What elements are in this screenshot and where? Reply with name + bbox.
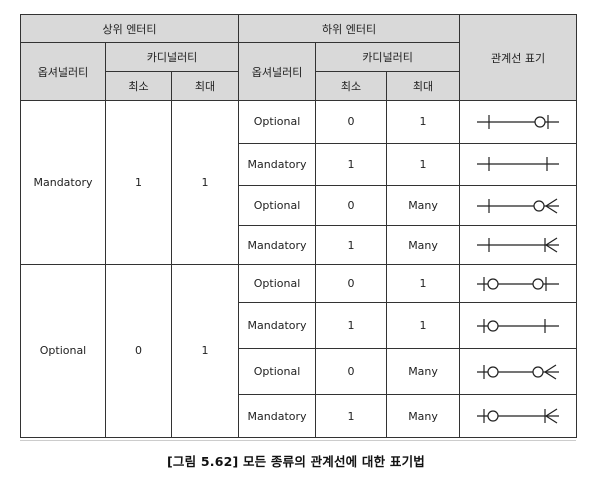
notation-cell [459,142,578,186]
child-max-cell: Many [386,184,461,227]
child-max-cell: Many [386,394,461,438]
child-entity-header: 하위 엔터티 [238,13,461,44]
child-optionality-cell: Mandatory [238,302,317,349]
child-max-cell: 1 [386,302,461,349]
notation-cell [459,225,578,265]
child-cardinality-header: 카디널러티 [315,42,461,72]
mandatory-one-to-optional-many-icon [477,198,560,214]
optional-one-to-mandatory-one-icon [477,318,560,333]
parent-min-cell: 1 [105,100,172,265]
child-min-cell: 1 [315,302,388,349]
child-optionality-cell: Mandatory [238,225,317,265]
child-min-cell: 1 [315,394,388,438]
mandatory-one-to-mandatory-one-icon [477,157,560,172]
child-max-header: 최대 [386,70,461,102]
parent-max-cell: 1 [170,263,240,439]
child-optionality-cell: Optional [238,100,317,144]
parent-max-cell: 1 [170,100,240,265]
mandatory-one-to-mandatory-many-icon [477,237,560,253]
child-optionality-cell: Optional [238,184,317,227]
optional-one-to-mandatory-many-icon [477,408,560,424]
caption-divider [20,440,576,441]
parent-cardinality-header: 카디널러티 [104,42,240,72]
notation-cell [459,394,578,438]
parent-optionality-cell: Mandatory [20,100,106,265]
figure-caption: [그림 5.62] 모든 종류의 관계선에 대한 표기법 [167,454,425,469]
child-min-cell: 0 [315,263,388,304]
notation-cell [459,347,578,396]
child-min-cell: 0 [315,184,388,227]
parent-min-header: 최소 [105,70,172,102]
parent-optionality-cell: Optional [20,263,106,439]
child-min-cell: 1 [315,142,388,186]
child-optionality-cell: Mandatory [238,142,317,186]
child-min-cell: 0 [315,100,388,144]
notation-cell [459,184,578,227]
child-optionality-cell: Optional [238,263,317,304]
child-min-cell: 0 [315,347,388,396]
notation-cell [459,302,578,349]
child-max-cell: 1 [386,263,461,304]
relationship-notation-table: 상위 엔터티 하위 엔터티 관계선 표기 옵셔널러티 카디널러티 옵셔널러티 카… [19,13,578,439]
notation-cell [459,263,578,304]
parent-optionality-header: 옵셔널러티 [20,42,106,101]
notation-header: 관계선 표기 [459,14,578,101]
child-optionality-cell: Optional [238,347,317,396]
child-min-cell: 1 [315,225,388,265]
parent-min-cell: 0 [105,263,172,439]
child-max-cell: 1 [386,100,461,144]
notation-cell [459,100,578,144]
child-optionality-cell: Mandatory [238,394,317,438]
optional-one-to-optional-one-icon [477,276,560,291]
child-max-cell: Many [386,225,461,265]
child-max-cell: Many [386,347,461,396]
child-min-header: 최소 [315,70,388,102]
optional-one-to-optional-many-icon [477,364,560,380]
child-max-cell: 1 [386,142,461,186]
child-optionality-header: 옵셔널러티 [238,42,317,101]
parent-max-header: 최대 [170,70,240,102]
mandatory-one-to-optional-one-icon [477,114,560,129]
parent-entity-header: 상위 엔터티 [19,13,240,44]
